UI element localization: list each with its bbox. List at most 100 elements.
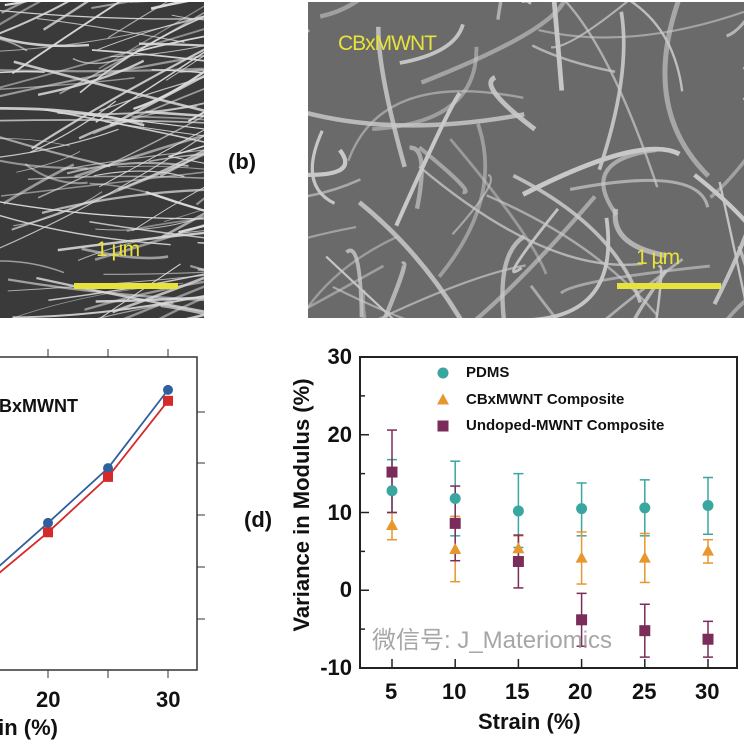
data-point <box>449 493 461 505</box>
fiber <box>0 214 171 246</box>
data-point <box>512 505 524 517</box>
legend-marker <box>437 367 449 379</box>
data-point <box>702 500 714 512</box>
fiber <box>148 153 204 163</box>
fiber <box>662 2 711 178</box>
fiber <box>117 165 204 170</box>
fiber <box>139 42 204 47</box>
fiber <box>0 2 42 26</box>
fiber <box>59 11 204 95</box>
data-point <box>575 551 588 563</box>
fiber <box>78 119 144 140</box>
panel-label-d: (d) <box>244 507 273 532</box>
fiber <box>60 149 204 171</box>
fiber <box>185 313 204 318</box>
fiber <box>94 223 204 261</box>
fiber <box>332 285 406 318</box>
fiber <box>150 2 189 10</box>
fiber <box>95 51 204 123</box>
fiber <box>127 88 204 122</box>
fiber <box>0 128 119 158</box>
fiber <box>168 145 204 158</box>
x-tick: 25 <box>632 679 657 704</box>
fiber <box>57 231 204 252</box>
fiber <box>308 235 399 310</box>
fiber <box>93 170 185 178</box>
fiber <box>0 38 28 52</box>
data-point <box>43 517 53 528</box>
fiber <box>79 15 204 94</box>
data-point <box>576 614 588 626</box>
fiber <box>345 248 364 318</box>
fiber <box>166 55 204 81</box>
fiber <box>718 181 744 301</box>
fiber <box>159 151 204 178</box>
fiber <box>98 5 204 70</box>
fiber <box>629 2 684 92</box>
data-point <box>103 471 113 482</box>
fiber <box>601 147 657 217</box>
fiber <box>0 135 204 249</box>
fiber <box>551 2 565 91</box>
fiber <box>131 115 204 121</box>
fiber <box>0 67 204 73</box>
y-tick: 0 <box>339 577 352 602</box>
chart-c-xlabel-clip: Strain (%) <box>0 716 58 744</box>
fiber <box>564 2 659 188</box>
x-tick: 20 <box>568 679 593 704</box>
fiber <box>420 2 567 85</box>
fiber <box>12 295 204 318</box>
fiber <box>117 149 204 191</box>
fiber <box>112 276 204 314</box>
fiber <box>7 278 204 302</box>
fiber <box>187 111 204 122</box>
fiber <box>451 173 493 236</box>
fiber <box>530 217 611 318</box>
fiber <box>0 260 65 274</box>
fiber <box>605 258 684 318</box>
fiber <box>569 178 710 208</box>
fiber <box>89 220 204 239</box>
fiber <box>31 48 204 150</box>
fiber <box>24 163 88 185</box>
fiber <box>97 302 174 318</box>
x-tick: 10 <box>442 679 467 704</box>
scale-bar <box>617 283 721 289</box>
data-point <box>386 485 398 497</box>
y-tick: 20 <box>327 422 352 447</box>
x-tick: 30 <box>695 679 720 704</box>
fiber <box>500 234 526 318</box>
data-point <box>702 544 714 556</box>
fiber <box>308 110 525 128</box>
data-point <box>449 543 462 555</box>
fiber <box>13 60 204 112</box>
fiber <box>325 255 394 318</box>
fiber <box>0 54 204 98</box>
fiber <box>109 74 204 127</box>
fiber <box>512 207 560 274</box>
fiber <box>521 146 681 197</box>
y-axis-label: Variance in Modulus (%) <box>289 378 314 632</box>
sample-label: CBxMWNT <box>338 32 437 55</box>
fiber <box>41 188 204 214</box>
plot-frame <box>0 356 198 671</box>
data-point <box>103 463 113 474</box>
fiber <box>0 138 70 147</box>
fiber <box>418 165 643 266</box>
data-point <box>512 542 525 554</box>
fiber <box>0 16 204 52</box>
fiber <box>0 119 204 124</box>
fiber <box>110 45 204 58</box>
fiber <box>474 195 597 318</box>
fiber <box>357 200 463 318</box>
chart-c-xlabel: Strain (%) <box>0 716 58 740</box>
fiber <box>0 201 204 220</box>
data-point <box>512 555 524 567</box>
sem-image-undoped-mwnt: 1 µm <box>0 2 204 318</box>
data-point <box>386 466 398 478</box>
series-line <box>0 400 169 574</box>
data-point <box>43 527 53 538</box>
legend-cbxmwnt: CBxMWNT Composite <box>466 391 625 408</box>
fiber <box>145 190 204 212</box>
panel-label-b: (b) <box>228 149 257 174</box>
